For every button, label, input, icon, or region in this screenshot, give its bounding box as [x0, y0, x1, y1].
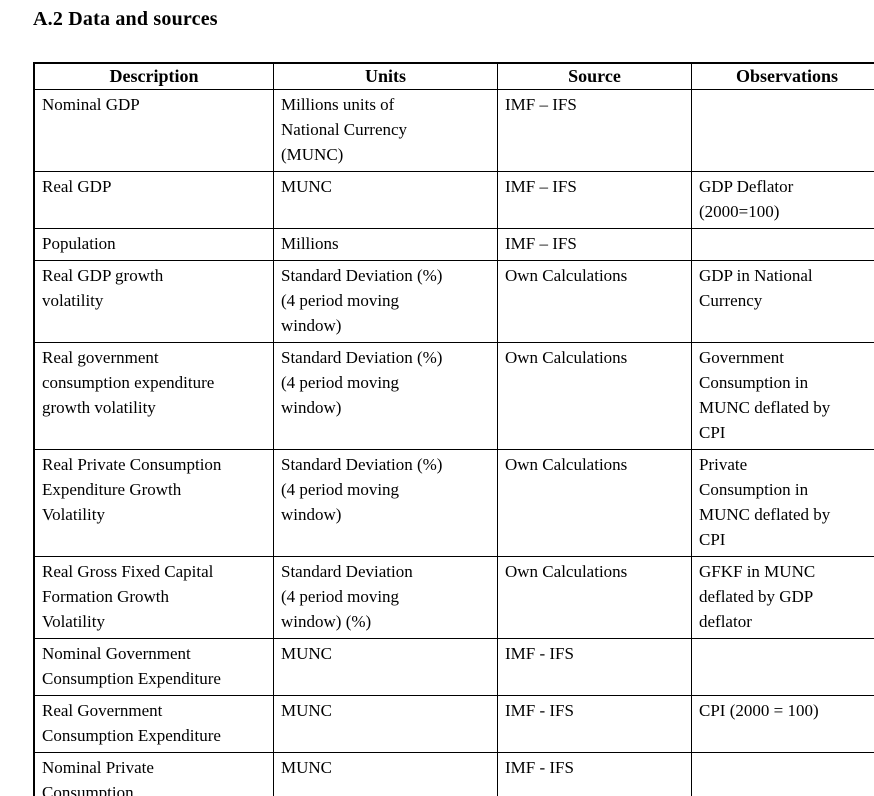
cell-source: IMF – IFS — [497, 228, 692, 261]
cell-description: Real Government Consumption Expenditure — [33, 695, 274, 753]
cell-source: IMF – IFS — [497, 89, 692, 172]
table-row: Real Gross Fixed Capital Formation Growt… — [33, 556, 874, 639]
table-row: Real Private Consumption Expenditure Gro… — [33, 449, 874, 557]
table-row: Real Government Consumption Expenditure M… — [33, 695, 874, 753]
cell-source: IMF - IFS — [497, 695, 692, 753]
cell-observations — [691, 228, 874, 261]
column-header-observations: Observations — [691, 62, 874, 90]
cell-source: IMF - IFS — [497, 752, 692, 796]
cell-description: Nominal Private Consumption — [33, 752, 274, 796]
cell-source: Own Calculations — [497, 342, 692, 450]
table-body: Nominal GDP Millions units of National Cu… — [33, 89, 874, 796]
cell-units: MUNC — [273, 695, 498, 753]
cell-source: Own Calculations — [497, 556, 692, 639]
table-row: Real GDP MUNC IMF – IFS GDP Deflator (2000=… — [33, 171, 874, 229]
table-header: Description Units Source Observations — [33, 62, 874, 90]
cell-units: MUNC — [273, 171, 498, 229]
data-sources-table: Description Units Source Observations No… — [33, 62, 874, 796]
cell-units: MUNC — [273, 752, 498, 796]
cell-description: Real GDP growth volatility — [33, 260, 274, 343]
cell-description: Real Private Consumption Expenditure Gro… — [33, 449, 274, 557]
cell-description: Real government consumption expenditure … — [33, 342, 274, 450]
cell-description: Nominal Government Consumption Expenditu… — [33, 638, 274, 696]
cell-units: MUNC — [273, 638, 498, 696]
cell-observations — [691, 638, 874, 696]
cell-units: Standard Deviation (%) (4 period moving … — [273, 449, 498, 557]
table-row: Real GDP growth volatility Standard Devia… — [33, 260, 874, 343]
column-header-description: Description — [33, 62, 274, 90]
cell-units: Standard Deviation (4 period moving wind… — [273, 556, 498, 639]
cell-observations: GDP Deflator (2000=100) — [691, 171, 874, 229]
cell-description: Nominal GDP — [33, 89, 274, 172]
header-row: Description Units Source Observations — [33, 62, 874, 90]
cell-units: Millions units of National Currency (MUN… — [273, 89, 498, 172]
column-header-units: Units — [273, 62, 498, 90]
cell-units: Standard Deviation (%) (4 period moving … — [273, 342, 498, 450]
cell-description: Real Gross Fixed Capital Formation Growt… — [33, 556, 274, 639]
cell-observations: Government Consumption in MUNC deflated … — [691, 342, 874, 450]
cell-units: Millions — [273, 228, 498, 261]
cell-source: Own Calculations — [497, 260, 692, 343]
table-row: Nominal GDP Millions units of National Cu… — [33, 89, 874, 172]
cell-units: Standard Deviation (%) (4 period moving … — [273, 260, 498, 343]
table-row: Population Millions IMF – IFS — [33, 228, 874, 261]
cell-source: IMF - IFS — [497, 638, 692, 696]
column-header-source: Source — [497, 62, 692, 90]
cell-observations: CPI (2000 = 100) — [691, 695, 874, 753]
cell-description: Population — [33, 228, 274, 261]
cell-observations: GDP in National Currency — [691, 260, 874, 343]
cell-source: IMF – IFS — [497, 171, 692, 229]
cell-observations — [691, 89, 874, 172]
table-row: Nominal Private Consumption MUNC IMF - IFS — [33, 752, 874, 796]
table-row: Nominal Government Consumption Expenditu… — [33, 638, 874, 696]
cell-description: Real GDP — [33, 171, 274, 229]
cell-observations: Private Consumption in MUNC deflated by … — [691, 449, 874, 557]
cell-observations — [691, 752, 874, 796]
section-title: A.2 Data and sources — [33, 8, 218, 30]
cell-observations: GFKF in MUNC deflated by GDP deflator — [691, 556, 874, 639]
table-row: Real government consumption expenditure … — [33, 342, 874, 450]
cell-source: Own Calculations — [497, 449, 692, 557]
